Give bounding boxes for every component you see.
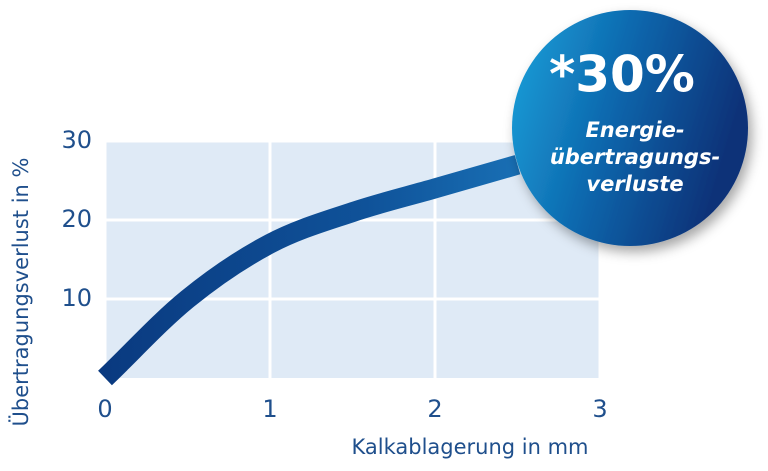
badge-text: übertragungs- (550, 145, 720, 169)
line-series (98, 155, 521, 386)
badge-text: Energie- (585, 118, 684, 142)
x-tick-label: 0 (97, 395, 112, 423)
x-tick-label: 2 (427, 395, 442, 423)
y-tick-label: 10 (61, 284, 92, 312)
badge-text: verluste (586, 172, 683, 196)
x-tick-label: 1 (262, 395, 277, 423)
y-axis-title: Übertragungsverlust in % (8, 158, 33, 427)
x-axis-title: Kalkablagerung in mm (351, 435, 588, 459)
plot-area (105, 141, 600, 378)
badge (512, 10, 748, 246)
x-tick-label: 3 (592, 395, 607, 423)
badge-value: *30% (549, 46, 695, 104)
y-tick-label: 20 (61, 205, 92, 233)
y-tick-label: 30 (61, 126, 92, 154)
